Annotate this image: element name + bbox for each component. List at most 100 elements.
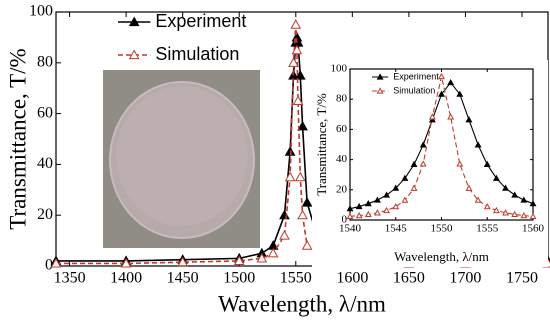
data-point	[520, 211, 528, 219]
data-point	[290, 19, 302, 29]
y-tick-label: 60	[336, 123, 348, 135]
x-tick-label: 1555	[476, 222, 499, 234]
x-tick-label: 1600	[336, 269, 368, 286]
data-point	[447, 113, 455, 120]
data-point	[410, 184, 418, 191]
x-tick-label: 1350	[54, 269, 86, 286]
data-point	[284, 171, 296, 182]
y-tick-label: 60	[37, 104, 53, 121]
data-point	[392, 203, 400, 210]
data-point	[419, 141, 427, 148]
data-point	[297, 209, 308, 220]
data-point	[346, 212, 354, 219]
data-point	[50, 257, 62, 268]
data-point	[492, 174, 500, 181]
legend-marker	[376, 73, 384, 80]
data-point	[392, 184, 400, 191]
data-point	[301, 196, 313, 207]
x-tick-label: 1750	[506, 269, 538, 286]
data-point	[428, 113, 436, 120]
data-point	[483, 160, 491, 168]
y-tick-label: 20	[37, 206, 53, 223]
data-point	[294, 69, 306, 80]
data-point	[355, 211, 363, 219]
y-tick-label: 20	[336, 183, 348, 195]
data-point	[456, 160, 464, 167]
data-point	[474, 141, 482, 148]
data-point	[374, 209, 381, 216]
data-point	[288, 57, 299, 67]
x-tick-label: 1540	[339, 222, 362, 234]
data-point	[502, 184, 509, 191]
y-tick-label: 40	[336, 153, 348, 165]
data-point	[465, 184, 473, 191]
y-tick-label: 0	[45, 257, 53, 274]
data-point	[279, 229, 290, 240]
legend-label: Simulation	[155, 44, 239, 64]
data-point	[474, 196, 482, 203]
data-point	[383, 206, 391, 214]
data-point	[355, 202, 363, 210]
x-axis-label: Wavelength, λ/nm	[394, 249, 489, 264]
data-point	[419, 160, 427, 167]
data-point	[447, 78, 455, 86]
data-point	[346, 205, 354, 212]
x-tick-label: 1700	[449, 269, 481, 286]
data-point	[256, 252, 268, 263]
main-chart: 1350 1400 1450 1500 1550 1600 1650 1700 1750 0 20 4…	[5, 3, 550, 316]
legend-label: Experiment	[393, 71, 439, 81]
data-point	[383, 191, 391, 198]
data-point	[267, 247, 279, 258]
data-point	[511, 191, 519, 198]
legend-label: Simulation	[393, 85, 435, 95]
y-tick-label: 100	[29, 3, 53, 20]
data-point	[410, 160, 418, 168]
x-tick-label: 1500	[223, 269, 255, 286]
data-point	[456, 90, 464, 97]
x-tick-label: 1560	[522, 222, 545, 234]
y-tick-label: 100	[331, 63, 348, 75]
x-tick-label: 1400	[110, 269, 142, 286]
data-point	[401, 174, 409, 181]
data-point	[177, 256, 189, 267]
data-point	[511, 210, 519, 217]
data-point	[502, 209, 509, 216]
data-point	[492, 206, 500, 214]
y-tick-label: 0	[342, 214, 348, 226]
x-tick-label: 1550	[280, 269, 312, 286]
data-point	[465, 116, 473, 123]
y-axis-label: Transmittance, T/%	[5, 48, 30, 229]
data-point	[279, 209, 290, 220]
data-point	[529, 200, 537, 207]
data-point	[291, 44, 303, 55]
data-point	[483, 203, 491, 210]
data-point	[364, 200, 372, 207]
x-tick-label: 1450	[167, 269, 199, 286]
data-point	[294, 171, 306, 182]
y-tick-label: 80	[336, 93, 348, 105]
data-point	[520, 196, 528, 203]
data-point	[364, 210, 372, 217]
x-axis-label: Wavelength, λ/nm	[218, 291, 386, 316]
x-tick-label: 1550	[431, 222, 454, 234]
inset-background	[312, 60, 548, 267]
inset-chart: 1540 1545 1550 1555 1560 0 20 40 60 80 100 Waveleng…	[314, 63, 545, 264]
legend-marker	[128, 16, 140, 27]
sample-photo	[103, 70, 260, 248]
legend-label: Experiment	[155, 11, 246, 31]
y-tick-label: 40	[37, 155, 53, 172]
data-point	[292, 95, 304, 105]
y-axis-label: Transmittance, T/%	[314, 93, 329, 196]
data-point	[529, 212, 537, 219]
legend-marker	[376, 87, 384, 94]
data-point	[233, 255, 245, 266]
data-point	[438, 72, 445, 80]
data-point	[438, 90, 445, 97]
data-point	[401, 196, 409, 203]
data-point	[301, 240, 313, 250]
x-tick-label: 1545	[385, 222, 408, 234]
data-point	[297, 120, 308, 131]
data-point	[120, 257, 132, 268]
y-tick-label: 80	[37, 53, 53, 70]
